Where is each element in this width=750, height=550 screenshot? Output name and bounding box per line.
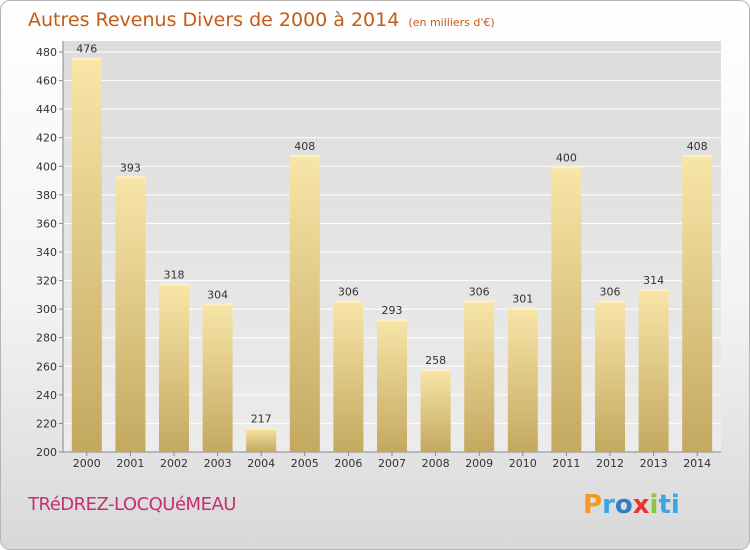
bar-top-highlight: [333, 300, 364, 303]
y-tick-label: 360: [36, 217, 57, 230]
logo-letter: i: [649, 490, 659, 520]
bar: [246, 427, 277, 452]
logo-letter: ti: [658, 490, 680, 520]
data-label: 400: [556, 151, 577, 164]
x-tick-label: 2001: [116, 457, 144, 470]
x-tick-label: 2003: [204, 457, 232, 470]
y-tick-label: 240: [36, 389, 57, 402]
y-tick-label: 420: [36, 132, 57, 145]
commune-name: TRéDREZ-LOCQUéMEAU: [28, 494, 236, 515]
bar: [464, 300, 495, 452]
data-label: 293: [382, 304, 403, 317]
data-label: 217: [251, 413, 272, 426]
x-tick-label: 2013: [640, 457, 668, 470]
data-label: 306: [338, 286, 359, 299]
data-label: 258: [425, 354, 446, 367]
y-tick-label: 200: [36, 446, 57, 459]
bar: [159, 283, 189, 452]
bar: [638, 289, 669, 452]
x-tick-label: 2011: [552, 457, 580, 470]
x-tick-label: 2007: [378, 457, 406, 470]
data-label: 304: [207, 288, 228, 301]
data-label: 408: [294, 140, 315, 153]
y-tick-label: 280: [36, 332, 57, 345]
bar-top-highlight: [551, 166, 582, 169]
bar-top-highlight: [71, 57, 102, 60]
x-tick-label: 2014: [683, 457, 711, 470]
y-tick-label: 480: [36, 46, 57, 59]
bar: [420, 369, 451, 452]
logo-letter: x: [632, 490, 650, 520]
bar-top-highlight: [507, 307, 538, 310]
logo-letter: r: [602, 490, 615, 520]
logo-letter: o: [614, 490, 633, 520]
y-tick-label: 340: [36, 246, 57, 259]
bar: [71, 57, 102, 452]
bar-top-highlight: [289, 154, 320, 157]
chart-title-main: Autres Revenus Divers de 2000 à 2014: [28, 9, 400, 31]
x-tick-label: 2009: [465, 457, 493, 470]
bar-top-highlight: [595, 300, 625, 303]
bar: [595, 300, 625, 452]
bar: [333, 300, 364, 452]
data-label: 301: [512, 293, 533, 306]
data-label: 306: [600, 286, 621, 299]
bar-top-highlight: [377, 319, 407, 322]
x-tick-label: 2012: [596, 457, 624, 470]
bar: [289, 154, 320, 452]
chart-title-unit: (en milliers d'€): [408, 16, 495, 29]
y-tick-label: 300: [36, 303, 57, 316]
bar-top-highlight: [682, 154, 713, 157]
bar: [202, 303, 233, 452]
y-tick-label: 220: [36, 417, 57, 430]
bar-top-highlight: [202, 303, 233, 306]
bar: [682, 154, 713, 452]
y-tick-label: 460: [36, 75, 57, 88]
data-label: 476: [76, 43, 97, 56]
bar-top-highlight: [420, 369, 451, 372]
bar-top-highlight: [464, 300, 495, 303]
data-label: 314: [643, 274, 664, 287]
bar-top-highlight: [115, 176, 146, 179]
proxiti-logo: Proxiti: [583, 490, 680, 520]
data-label: 393: [120, 161, 141, 174]
bar-top-highlight: [159, 283, 189, 286]
x-tick-label: 2004: [247, 457, 275, 470]
x-tick-label: 2006: [334, 457, 362, 470]
y-tick-label: 320: [36, 275, 57, 288]
x-tick-label: 2000: [73, 457, 101, 470]
x-tick-label: 2010: [509, 457, 537, 470]
data-label: 306: [469, 286, 490, 299]
bar-top-highlight: [638, 289, 669, 292]
bar: [115, 176, 146, 453]
bar: [377, 319, 407, 452]
data-label: 408: [687, 140, 708, 153]
x-tick-label: 2002: [160, 457, 188, 470]
bar: [551, 166, 582, 453]
y-tick-label: 400: [36, 160, 57, 173]
data-label: 318: [164, 268, 185, 281]
logo-letter: P: [583, 490, 603, 520]
chart-title: Autres Revenus Divers de 2000 à 2014 (en…: [28, 9, 495, 31]
x-tick-label: 2005: [291, 457, 319, 470]
x-tick-label: 2008: [422, 457, 450, 470]
y-tick-label: 260: [36, 360, 57, 373]
y-tick-label: 380: [36, 189, 57, 202]
bar: [507, 307, 538, 452]
bar-top-highlight: [246, 427, 277, 430]
y-tick-label: 440: [36, 103, 57, 116]
